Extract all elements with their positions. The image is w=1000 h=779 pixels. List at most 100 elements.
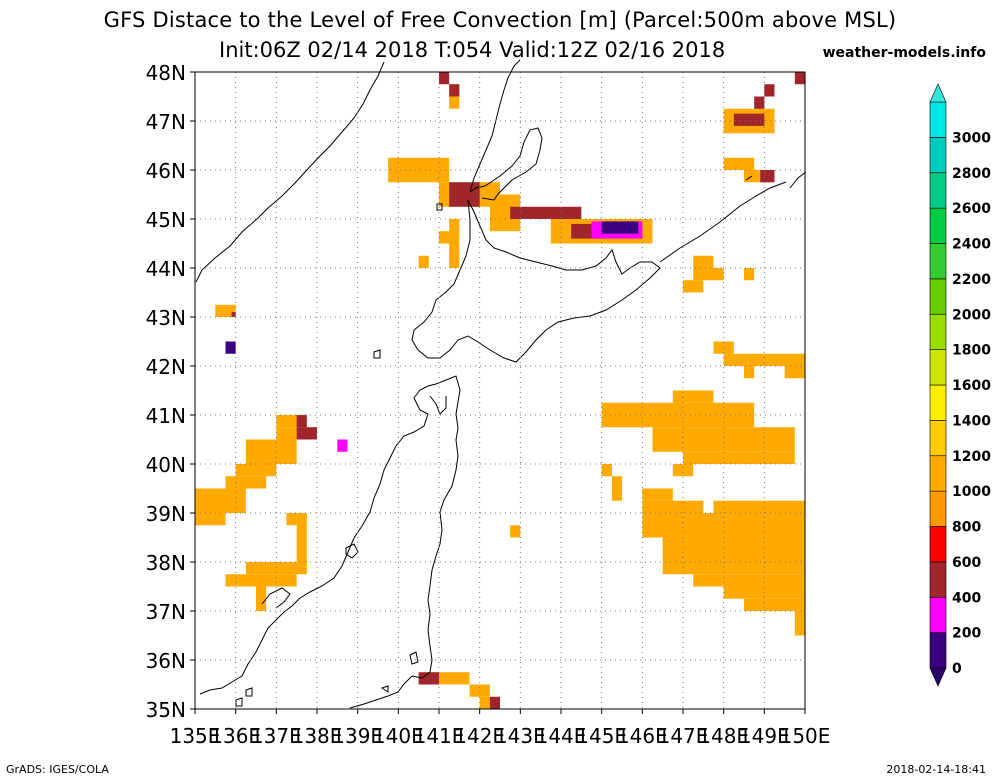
field-cell <box>723 157 755 170</box>
colorbar-max-triangle <box>929 83 947 103</box>
field-cell <box>296 427 317 440</box>
coast-mutsu <box>429 395 447 415</box>
colorbar-label: 200 <box>952 626 981 642</box>
field-cell <box>652 427 795 452</box>
field-cell <box>713 268 724 281</box>
y-tick-label: 48N <box>146 61 186 85</box>
x-tick-label: 140E <box>373 724 424 748</box>
y-tick-label: 38N <box>146 551 186 575</box>
field-cell <box>784 366 805 379</box>
field-cell <box>245 439 297 464</box>
field-cell <box>225 574 297 587</box>
coast-islands <box>235 203 443 707</box>
y-tick-label: 43N <box>146 306 186 330</box>
colorbar-label: 2200 <box>952 272 991 288</box>
colorbar-label: 3000 <box>952 130 991 146</box>
map-frame <box>194 71 806 710</box>
field-cell <box>754 96 765 109</box>
field-cell <box>195 488 246 513</box>
x-tick-label: 146E <box>617 724 668 748</box>
field-cell <box>215 304 236 317</box>
colorbar-label: 2400 <box>952 237 991 253</box>
field-cell <box>744 598 805 611</box>
x-tick-label: 136E <box>210 724 261 748</box>
colorbar-segment <box>929 526 947 563</box>
colorbar-segment <box>929 561 947 598</box>
x-tick-label: 143E <box>495 724 546 748</box>
field-cell <box>760 170 775 183</box>
colorbar-label: 1200 <box>952 449 991 465</box>
colorbar-label: 800 <box>952 520 981 536</box>
chart-subtitle: Init:06Z 02/14 2018 T:054 Valid:12Z 02/1… <box>219 38 726 62</box>
colorbar-segment <box>929 101 947 138</box>
field-cell <box>683 451 795 464</box>
y-tick-label: 46N <box>146 159 186 183</box>
colorbar-label: 400 <box>952 590 981 606</box>
footer-credit: GrADS: IGES/COLA <box>6 763 109 776</box>
field-cell <box>439 231 450 244</box>
colorbar-label: 1000 <box>952 484 991 500</box>
coast-honshu <box>199 375 461 709</box>
field-cell <box>611 476 622 501</box>
field-cell <box>449 182 480 207</box>
field-cell <box>693 574 805 587</box>
colorbar-segment <box>929 455 947 492</box>
y-tick-label: 35N <box>146 698 186 722</box>
coast-noto <box>261 587 291 609</box>
x-tick-label: 142E <box>454 724 505 748</box>
x-tick-label: 147E <box>658 724 709 748</box>
colorbar-min-triangle <box>929 667 947 687</box>
y-tick-label: 39N <box>146 502 186 526</box>
field-cell <box>418 672 439 685</box>
colorbar-segment <box>929 278 947 315</box>
colorbar-segment <box>929 349 947 386</box>
colorbar-label: 2600 <box>952 201 991 217</box>
field-cell <box>530 206 582 219</box>
field-cell <box>245 562 307 575</box>
field-cell <box>642 488 673 501</box>
colorbar-label: 0 <box>952 661 962 677</box>
coast-kurils <box>659 171 807 263</box>
y-tick-labels: 35N 36N 37N 38N 39N 40N 41N 42N 43N 44N 45N 46N 47N 4… <box>146 61 195 722</box>
field-cell <box>225 341 236 354</box>
field-cell <box>231 312 236 317</box>
colorbar-label: 600 <box>952 555 981 571</box>
field-cell <box>195 513 226 526</box>
x-tick-label: 150E <box>780 724 831 748</box>
field-cell <box>733 113 765 126</box>
y-tick-label: 44N <box>146 257 186 281</box>
colorbar-segment <box>929 632 947 669</box>
field-cell <box>662 513 805 575</box>
x-tick-label: 137E <box>251 724 302 748</box>
source-label: weather-models.info <box>822 45 986 61</box>
colorbar-label: 1400 <box>952 413 991 429</box>
field-cells <box>195 72 805 709</box>
field-cell <box>683 280 704 293</box>
field-cell <box>672 390 714 403</box>
x-tick-label: 135E <box>170 724 221 748</box>
field-cell <box>744 366 755 379</box>
field-cell <box>601 464 612 477</box>
colorbar-label: 1600 <box>952 378 991 394</box>
colorbar-segment <box>929 596 947 633</box>
field-cell <box>510 525 521 538</box>
coast-mainland-asia <box>195 61 385 283</box>
lat-lon-grid <box>195 72 805 709</box>
field-cell <box>764 84 775 97</box>
colorbar-segment <box>929 490 947 527</box>
field-cell <box>713 500 805 513</box>
footer-timestamp: 2018-02-14-18:41 <box>886 763 986 776</box>
field-cell <box>449 84 460 97</box>
x-tick-label: 144E <box>536 724 587 748</box>
y-tick-label: 36N <box>146 649 186 673</box>
colorbar-label: 2800 <box>952 166 991 182</box>
x-tick-label: 149E <box>739 724 790 748</box>
colorbar-segment <box>929 172 947 209</box>
field-cell <box>601 402 755 428</box>
x-tick-label: 145E <box>576 724 627 748</box>
y-tick-label: 45N <box>146 208 186 232</box>
colorbar-segment <box>929 420 947 457</box>
field-cell <box>296 415 307 428</box>
colorbar-segment <box>929 313 947 350</box>
